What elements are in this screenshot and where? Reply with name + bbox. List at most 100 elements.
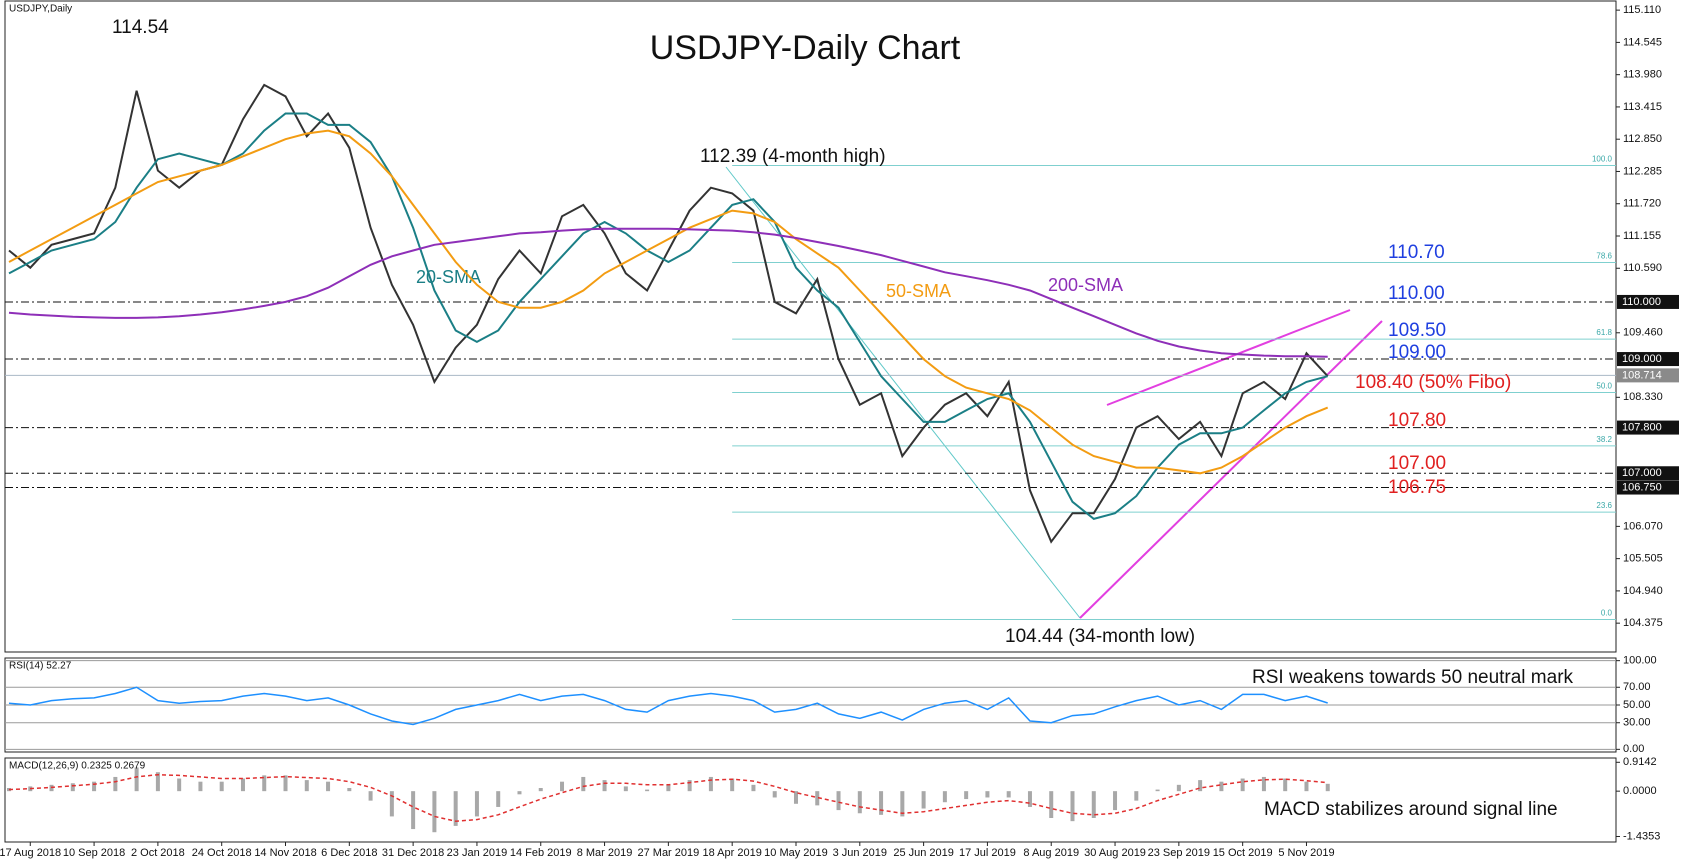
histogram-bar — [326, 781, 331, 792]
sma-label: 200-SMA — [1048, 275, 1123, 295]
fibo-label: 0.0 — [1601, 609, 1613, 618]
sma-label: 50-SMA — [886, 281, 951, 301]
histogram-bar — [1006, 791, 1011, 798]
x-tick-label: 3 Jun 2019 — [833, 847, 887, 859]
pane-title: MACD(12,26,9) 0.2325 0.2679 — [9, 761, 146, 772]
histogram-bar — [304, 780, 309, 792]
x-tick-label: 24 Oct 2018 — [192, 847, 252, 859]
y-tick-label: 115.110 — [1623, 4, 1661, 16]
y-tick-label: 50.00 — [1623, 699, 1651, 711]
histogram-bar — [262, 775, 267, 792]
price-line — [8, 83, 1329, 544]
level-label: 107.000 — [1622, 467, 1662, 479]
histogram-bar — [1091, 791, 1096, 818]
annotation: 112.39 (4-month high) — [700, 146, 886, 167]
histogram-bar — [496, 791, 501, 807]
histogram-bar — [857, 791, 862, 814]
histogram-bar — [1325, 783, 1330, 792]
y-tick-label: 0.0000 — [1623, 785, 1657, 797]
histogram-bar — [772, 791, 777, 798]
annotation: 104.44 (34-month low) — [1005, 626, 1195, 647]
histogram-bar — [347, 788, 352, 792]
y-tick-label: 109.460 — [1623, 327, 1663, 339]
annotation: 109.50 — [1388, 320, 1446, 341]
x-tick-label: 5 Nov 2019 — [1278, 847, 1334, 859]
x-tick-label: 2 Oct 2018 — [131, 847, 185, 859]
price-pane-border — [4, 0, 1617, 653]
histogram-bar — [942, 791, 947, 803]
x-tick-label: 31 Dec 2018 — [382, 847, 444, 859]
y-tick-label: 111.155 — [1623, 230, 1661, 242]
histogram-bar — [730, 778, 735, 792]
fibo-label: 50.0 — [1596, 382, 1612, 391]
histogram-bar — [964, 791, 969, 800]
indicator-line — [8, 227, 1328, 358]
lower-trendline — [1079, 320, 1383, 619]
histogram-bar — [1261, 776, 1266, 792]
indicator-line — [8, 686, 1328, 726]
histogram-bar — [1283, 778, 1288, 792]
histogram-bar — [879, 791, 884, 815]
level-box — [1617, 466, 1679, 481]
pane-annotation: RSI weakens towards 50 neutral mark — [1252, 667, 1574, 688]
annotation: 108.40 (50% Fibo) — [1355, 372, 1511, 393]
x-tick-label: 8 Aug 2019 — [1023, 847, 1079, 859]
y-tick-label: 110.590 — [1623, 262, 1662, 274]
histogram-bar — [368, 791, 373, 801]
y-tick-label: 105.505 — [1623, 553, 1663, 565]
fibo-label: 78.6 — [1596, 252, 1612, 261]
histogram-bar — [666, 784, 671, 792]
x-tick-label: 6 Dec 2018 — [321, 847, 377, 859]
histogram-bar — [751, 784, 756, 792]
histogram-bar — [900, 791, 905, 817]
annotation: 114.54 — [112, 17, 169, 38]
pane-title: RSI(14) 52.27 — [9, 661, 72, 672]
histogram-bar — [517, 791, 522, 795]
x-tick-label: 27 Mar 2019 — [637, 847, 699, 859]
histogram-bar — [687, 780, 692, 792]
x-tick-label: 14 Feb 2019 — [510, 847, 572, 859]
y-tick-label: 0.9142 — [1623, 756, 1657, 768]
chart-title: USDJPY-Daily Chart — [650, 29, 961, 67]
level-box — [1617, 420, 1679, 435]
histogram-bar — [815, 791, 820, 806]
y-tick-label: -1.4353 — [1623, 830, 1660, 842]
y-tick-label: 108.330 — [1623, 391, 1663, 403]
x-tick-label: 15 Oct 2019 — [1213, 847, 1273, 859]
y-tick-label: 70.00 — [1623, 681, 1651, 693]
histogram-bar — [581, 776, 586, 792]
y-tick-label: 112.850 — [1623, 133, 1662, 145]
histogram-bar — [113, 776, 118, 792]
level-label: 110.000 — [1622, 296, 1661, 308]
x-tick-label: 17 Jul 2019 — [959, 847, 1016, 859]
histogram-bar — [1027, 791, 1032, 807]
histogram-bar — [1049, 791, 1054, 818]
x-tick-label: 10 May 2019 — [764, 847, 828, 859]
histogram-bar — [240, 778, 245, 792]
histogram-bar — [1240, 778, 1245, 792]
y-tick-label: 106.070 — [1623, 520, 1663, 532]
histogram-bar — [177, 778, 182, 792]
fibo-label: 61.8 — [1596, 328, 1612, 337]
histogram-bar — [155, 772, 160, 792]
x-tick-label: 23 Jan 2019 — [447, 847, 508, 859]
y-tick-label: 113.415 — [1623, 101, 1662, 113]
y-tick-label: 104.940 — [1623, 585, 1663, 597]
chart-subtitle: USDJPY,Daily — [9, 4, 72, 15]
histogram-bar — [1304, 781, 1309, 792]
sma-label: 20-SMA — [416, 267, 481, 287]
x-tick-label: 8 Mar 2019 — [577, 847, 633, 859]
histogram-bar — [411, 791, 416, 830]
histogram-bar — [985, 791, 990, 798]
histogram-bar — [1155, 789, 1160, 792]
histogram-bar — [389, 791, 394, 817]
y-tick-label: 30.00 — [1623, 717, 1651, 729]
histogram-bar — [70, 783, 75, 792]
y-tick-label: 111.720 — [1623, 198, 1661, 210]
fibo-label: 23.6 — [1596, 501, 1612, 510]
x-tick-label: 10 Sep 2018 — [63, 847, 125, 859]
x-tick-label: 17 Aug 2018 — [0, 847, 61, 859]
annotation: 107.80 — [1388, 410, 1446, 431]
histogram-bar — [1176, 784, 1181, 792]
